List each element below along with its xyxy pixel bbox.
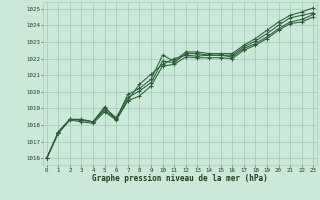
X-axis label: Graphe pression niveau de la mer (hPa): Graphe pression niveau de la mer (hPa) — [92, 174, 268, 183]
